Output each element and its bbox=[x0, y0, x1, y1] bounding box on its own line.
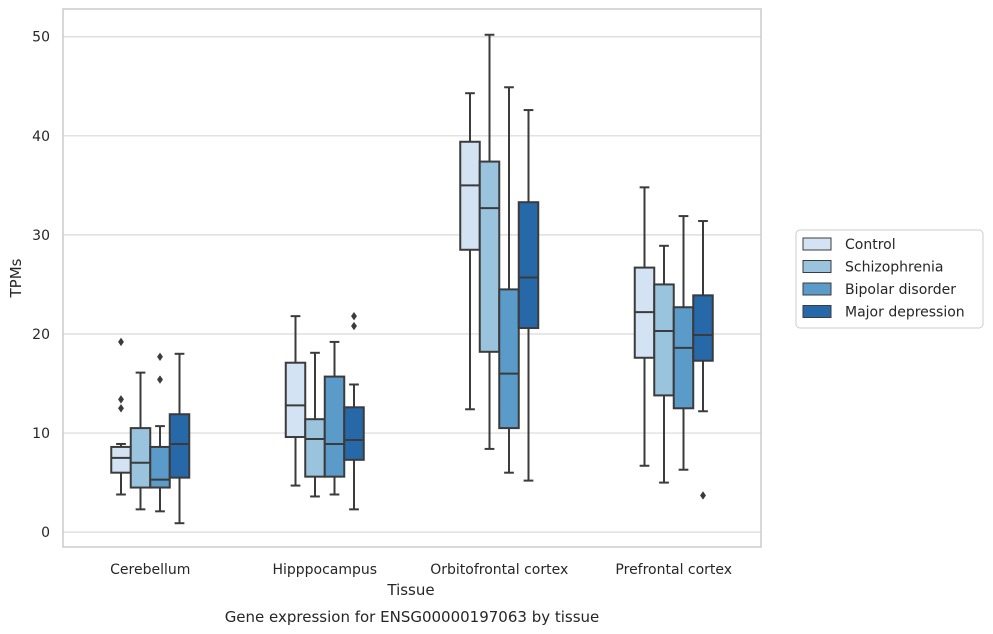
box-body bbox=[343, 406, 365, 461]
box-3-3 bbox=[692, 220, 714, 500]
box-0-1 bbox=[129, 371, 152, 511]
box-3-1 bbox=[653, 244, 675, 484]
y-tick-label: 50 bbox=[32, 30, 50, 46]
box-series bbox=[110, 33, 714, 525]
box-2-2 bbox=[498, 86, 520, 474]
box-3-2 bbox=[672, 215, 695, 471]
box-body bbox=[168, 413, 191, 479]
box-1-1 bbox=[304, 351, 326, 498]
plot-frame bbox=[62, 8, 762, 548]
outlier-point bbox=[118, 337, 124, 347]
box-body bbox=[692, 294, 714, 362]
legend-box bbox=[795, 229, 984, 329]
y-tick-label: 30 bbox=[32, 228, 50, 244]
box-body bbox=[653, 283, 675, 397]
x-tick-label: Hipppocampus bbox=[272, 562, 377, 578]
legend-label: Bipolar disorder bbox=[845, 282, 956, 298]
chart-caption: Gene expression for ENSG00000197063 by t… bbox=[225, 608, 600, 626]
box-body bbox=[517, 201, 540, 330]
legend-label: Control bbox=[845, 237, 896, 253]
outlier-point bbox=[157, 352, 163, 361]
outlier-point bbox=[118, 395, 124, 404]
x-tick-label: Cerebellum bbox=[110, 562, 190, 578]
legend-swatch bbox=[802, 260, 832, 273]
box-3-0 bbox=[633, 186, 656, 467]
box-body bbox=[672, 306, 695, 410]
box-body bbox=[284, 361, 307, 439]
x-axis-label: Tissue bbox=[386, 581, 434, 599]
y-tick-labels: 0 10 20 30 40 50 bbox=[32, 30, 50, 541]
legend: Control Schizophrenia Bipolar disorder Majo… bbox=[795, 229, 984, 329]
y-axis-label: TPMs bbox=[7, 258, 25, 298]
box-2-1 bbox=[478, 33, 501, 450]
outlier-point bbox=[700, 491, 706, 500]
box-body bbox=[323, 375, 346, 478]
box-2-3 bbox=[517, 109, 540, 482]
outlier-point bbox=[118, 404, 124, 413]
x-tick-labels: Cerebellum Hipppocampus Orbitofrontal cort… bbox=[110, 562, 732, 578]
box-0-0 bbox=[110, 337, 132, 496]
box-body bbox=[459, 140, 481, 251]
box-body bbox=[304, 418, 326, 478]
outlier-point bbox=[351, 311, 357, 321]
y-tick-label: 20 bbox=[32, 327, 50, 343]
box-0-2 bbox=[149, 352, 171, 513]
legend-swatch bbox=[802, 305, 832, 318]
x-tick-label: Orbitofrontal cortex bbox=[430, 562, 568, 578]
x-tick-label: Prefrontal cortex bbox=[615, 562, 732, 578]
box-body bbox=[498, 288, 520, 430]
box-1-2 bbox=[323, 340, 346, 496]
outlier-point bbox=[157, 375, 163, 384]
box-0-3 bbox=[168, 352, 191, 525]
legend-swatch bbox=[802, 237, 832, 251]
y-tick-label: 40 bbox=[32, 129, 50, 145]
box-body bbox=[149, 445, 171, 489]
box-body bbox=[478, 160, 501, 353]
legend-label: Major depression bbox=[845, 305, 965, 321]
legend-label: Schizophrenia bbox=[845, 260, 943, 276]
y-tick-label: 10 bbox=[32, 426, 50, 442]
box-body bbox=[129, 427, 152, 489]
box-2-0 bbox=[459, 92, 481, 411]
outlier-point bbox=[351, 321, 357, 331]
box-body bbox=[110, 445, 132, 474]
box-1-3 bbox=[343, 311, 365, 511]
box-1-0 bbox=[284, 315, 307, 487]
legend-swatch bbox=[802, 282, 832, 296]
y-tick-label: 0 bbox=[41, 525, 50, 541]
